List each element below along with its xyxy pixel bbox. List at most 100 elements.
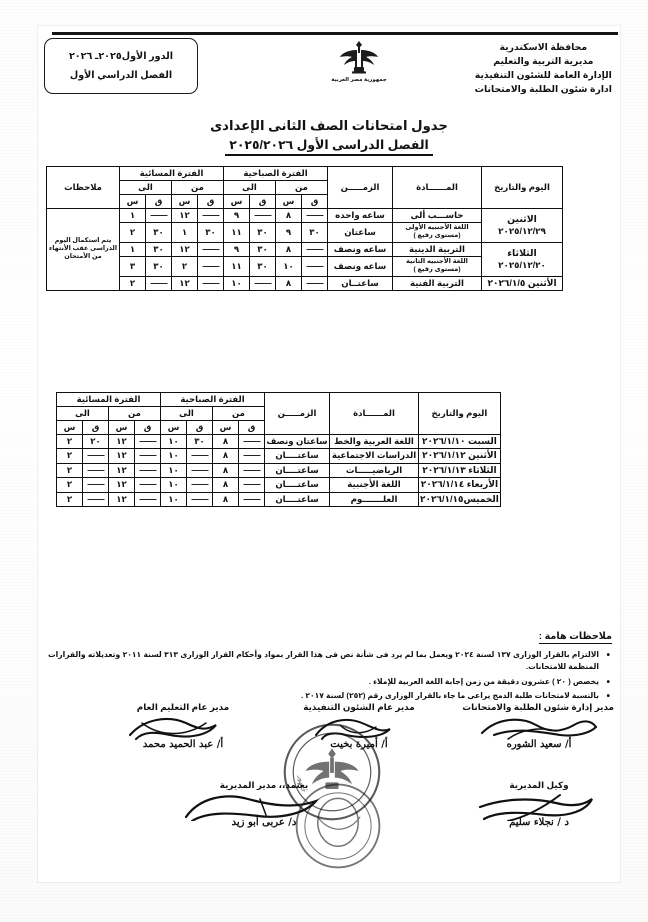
cell-morning-from-hour: ٩ bbox=[275, 222, 302, 243]
cell-evening-to-minute: ٣٠ bbox=[145, 256, 172, 277]
table2-header-row-3: ق س ق س ق س ق س bbox=[56, 419, 501, 435]
signature-role: مدير عام التعليم العام bbox=[136, 702, 230, 712]
cell-duration: ساعتــــان bbox=[264, 491, 330, 508]
table-row: الأثنين ٢٠٢٦/١/٥ التربية الفنية ساعتــان ——… bbox=[47, 275, 563, 292]
cell-subject: حاســـب ألى bbox=[392, 207, 482, 224]
table2-body: السبت ٢٠٢٦/١/١٠ اللغة العربية والخط ساعتان… bbox=[56, 433, 501, 508]
title-line-1: جدول امتحانات الصف الثانى الإعدادى bbox=[210, 118, 448, 133]
cell-duration: ساعتــــان bbox=[264, 448, 330, 464]
cell-evening-to-hour: ٢ bbox=[56, 491, 83, 508]
table2-header-row-2: من الى من الى bbox=[56, 405, 501, 421]
cell-morning-to-minute: —— bbox=[249, 207, 276, 224]
cell-morning-to-hour: ١٠ bbox=[223, 275, 250, 292]
cell-evening-from-minute: ٣٠ bbox=[197, 222, 224, 243]
exam-round-label: الدور الأول٢٠٢٥ـ ٢٠٢٦ bbox=[68, 51, 174, 62]
cell-duration: ساعه ونصف bbox=[327, 241, 393, 258]
schedule-table-1: اليوم والتاريخ المــــــادة الزمـــــن ا… bbox=[46, 166, 563, 292]
cell-morning-to-hour: ١٠ bbox=[160, 491, 187, 508]
cell-morning-from-minute: —— bbox=[301, 275, 328, 292]
cell-evening-from-minute: —— bbox=[134, 448, 161, 464]
cell-morning-from-hour: ٨ bbox=[275, 275, 302, 292]
table-row: الاثنين ٢٠٢٥/١٢/٢٩ حاســـب ألى ساعه واحده ——… bbox=[46, 207, 563, 292]
cell-evening-from-hour: ٢ bbox=[171, 256, 198, 277]
cell-subject: اللغة العربية والخط bbox=[329, 433, 419, 450]
cell-evening-to-minute: ٢٠ bbox=[82, 433, 109, 450]
th2-morning-period: الفترة الصباحية bbox=[160, 392, 265, 407]
cell-date: الثلاثاء ٢٠٢٥/١٢/٢٠ bbox=[481, 241, 563, 277]
cell-morning-to-minute: —— bbox=[186, 448, 213, 464]
th2-subject: المــــــادة bbox=[329, 392, 419, 435]
th-ef-hour: س bbox=[171, 193, 198, 209]
cell-morning-to-hour: ١١ bbox=[223, 222, 250, 243]
cell-morning-from-hour: ٨ bbox=[212, 448, 239, 464]
cell-morning-from-minute: —— bbox=[301, 207, 328, 224]
cell-morning-from-minute: —— bbox=[238, 491, 265, 508]
cell-morning-to-hour: ١٠ bbox=[160, 433, 187, 450]
cell-evening-from-hour: ١٢ bbox=[108, 477, 135, 493]
th-et-minute: ق bbox=[145, 193, 172, 209]
cell-date: الأثنين ٢٠٢٦/١/٥ bbox=[481, 275, 563, 292]
cell-morning-to-hour: ١٠ bbox=[160, 448, 187, 464]
cell-morning-from-minute: —— bbox=[301, 241, 328, 258]
cell-subject: الرياضيـــــات bbox=[329, 462, 419, 479]
cell-subject: العلـــــــوم bbox=[329, 491, 419, 508]
table1-header-row-3: ق س ق س ق س ق س bbox=[47, 193, 563, 209]
schedule-table-1-container: اليوم والتاريخ المــــــادة الزمـــــن ا… bbox=[46, 166, 563, 292]
term-info-box: الدور الأول٢٠٢٥ـ ٢٠٢٦ الفصل الدراسي الأو… bbox=[44, 38, 198, 94]
note-item: بالنسبة لامتحانات طلبة الدمج يراعى ما جا… bbox=[48, 689, 612, 706]
cell-morning-from-minute: —— bbox=[238, 462, 265, 479]
cell-evening-to-minute: —— bbox=[145, 275, 172, 292]
th2-morning-from: من bbox=[212, 405, 265, 421]
th2-evening-period: الفترة المسائية bbox=[56, 392, 161, 407]
table-row: الثلاثاء ٢٠٢٥/١٢/٢٠ التربية الدينية ساعه ون… bbox=[47, 241, 563, 277]
document-header: محافظة الاسكندرية مديرية التربية والتعلي… bbox=[38, 36, 620, 114]
th-mf-hour: س bbox=[275, 193, 302, 209]
cell-date: الأربعاء ٢٠٢٦/١/١٤ bbox=[418, 477, 501, 493]
signature-general-education-director: مدير عام التعليم العام أ/ عبد الحميد محم… bbox=[108, 702, 258, 750]
cell-morning-to-minute: ٣٠ bbox=[186, 433, 213, 450]
th-ef-minute: ق bbox=[197, 193, 224, 209]
cell-evening-to-hour: ١ bbox=[119, 207, 146, 224]
cell-date: السبت ٢٠٢٦/١/١٠ bbox=[418, 433, 501, 450]
table-row: السبت ٢٠٢٦/١/١٠ اللغة العربية والخط ساعتان… bbox=[56, 433, 501, 450]
notes-list: الالتزام بالقرار الوزارى ١٣٧ لسنة ٢٠٢٤ و… bbox=[48, 648, 612, 706]
th-morning-to: الى bbox=[223, 179, 276, 195]
cell-evening-to-hour: ٢ bbox=[119, 222, 146, 243]
cell-evening-to-minute: —— bbox=[82, 477, 109, 493]
cell-morning-to-minute: —— bbox=[186, 462, 213, 479]
signatures-section: مدير إدارة شئون الطلبة والامتحانات أ/ سع… bbox=[44, 702, 614, 882]
cell-evening-to-minute: ٣٠ bbox=[145, 241, 172, 258]
cell-evening-to-hour: ١ bbox=[119, 241, 146, 258]
th-notes: ملاحظات bbox=[46, 166, 120, 209]
cell-evening-to-hour: ٢ bbox=[119, 275, 146, 292]
cell-evening-from-minute: —— bbox=[134, 477, 161, 493]
th2-morning-to: الى bbox=[160, 405, 213, 421]
cell-subject: اللغة الأجنبية bbox=[329, 477, 419, 493]
cell-morning-from-hour: ٨ bbox=[212, 477, 239, 493]
cell-date: الثلاثاء ٢٠٢٦/١/١٣ bbox=[418, 462, 501, 479]
th2-et-hour: س bbox=[56, 419, 83, 435]
cell-evening-from-hour: ١٢ bbox=[108, 433, 135, 450]
signature-name: أ/ سعيد الشوره bbox=[506, 739, 572, 750]
cell-morning-to-hour: ١٠ bbox=[160, 477, 187, 493]
cell-evening-from-hour: ١٢ bbox=[171, 275, 198, 292]
cell-evening-to-hour: ٢ bbox=[56, 462, 83, 479]
table1-body: الاثنين ٢٠٢٥/١٢/٢٩ حاســـب ألى ساعه واحده ——… bbox=[46, 207, 563, 292]
title-line-2: الفصل الدراسى الأول ٢٠٢٥/٢٠٢٦ bbox=[225, 137, 433, 156]
org-line-department: ادارة شئون الطلبة والامتحانات bbox=[474, 84, 612, 95]
cell-morning-to-minute: ٣٠ bbox=[249, 256, 276, 277]
th-mt-hour: س bbox=[223, 193, 250, 209]
cell-subject: التربية الدينية bbox=[392, 241, 482, 258]
cell-morning-to-minute: —— bbox=[186, 491, 213, 508]
cell-evening-from-minute: —— bbox=[134, 433, 161, 450]
signature-name: أ/ عبد الحميد محمد bbox=[142, 739, 224, 750]
cell-evening-from-hour: ١٢ bbox=[108, 462, 135, 479]
table2-header-row-1: اليوم والتاريخ المــــــادة الزمـــــن ا… bbox=[56, 392, 501, 435]
th-evening-to: الى bbox=[119, 179, 172, 195]
table-row: الخميس٢٠٢٦/١/١٥ العلـــــــوم ساعتــــان ——… bbox=[56, 491, 501, 508]
cell-morning-to-minute: ٣٠ bbox=[249, 222, 276, 243]
th2-mf-hour: س bbox=[212, 419, 239, 435]
cell-evening-to-minute: —— bbox=[82, 491, 109, 508]
cell-duration: ساعه واحده bbox=[327, 207, 393, 224]
signature-role: وكيل المديرية bbox=[509, 780, 569, 790]
